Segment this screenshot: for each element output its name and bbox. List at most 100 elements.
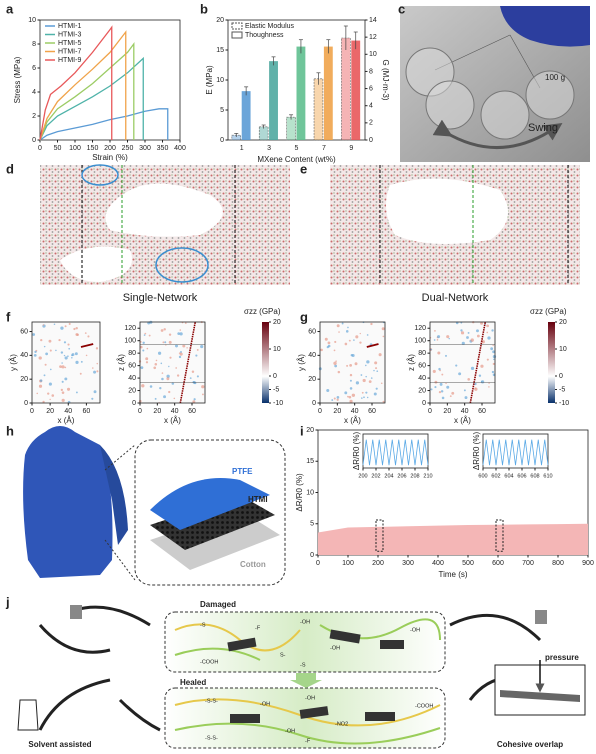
flake — [380, 640, 404, 649]
chemical-group: -OH — [410, 627, 420, 633]
stress-dot — [71, 356, 73, 359]
stress-dot — [48, 339, 52, 343]
zoom-frame — [134, 439, 286, 586]
legend-label: HTMI-7 — [58, 48, 81, 55]
colorbar-tick-label: 20 — [559, 319, 567, 326]
stress-dot — [464, 396, 468, 400]
y-tick-label: 2 — [32, 113, 36, 120]
y2-tick-label: 8 — [369, 68, 373, 75]
stress-dot — [449, 395, 452, 398]
stress-dot — [174, 344, 179, 348]
curve — [39, 42, 135, 141]
stress-dot — [355, 381, 360, 385]
stress-dot — [196, 348, 199, 351]
ball — [480, 90, 530, 140]
stress-dot — [93, 390, 97, 394]
flake — [230, 714, 260, 723]
x-tick-label: 5 — [295, 145, 299, 152]
stress-dot — [146, 347, 149, 350]
layer-label: HTMI — [248, 495, 268, 504]
map-bg — [32, 322, 100, 403]
stress-dot — [334, 364, 338, 368]
panel-label: c — [398, 1, 405, 16]
stress-dot — [476, 334, 480, 338]
void — [60, 246, 132, 282]
stress-dot — [354, 362, 358, 366]
x-tick-label: 200 — [104, 145, 116, 152]
stress-dot — [59, 365, 62, 368]
stress-dot — [492, 362, 495, 366]
inset-curve — [482, 439, 549, 466]
zoom-box — [375, 519, 384, 552]
x-tick-label: 610 — [543, 473, 552, 479]
x-tick-label: 40 — [171, 408, 179, 415]
stress-dot — [64, 366, 67, 369]
legend-swatch — [231, 31, 243, 39]
colorbar-tick-label: 10 — [273, 346, 281, 353]
curve — [39, 108, 169, 141]
stress-dot — [430, 348, 433, 351]
y2-tick-label: 0 — [369, 137, 373, 144]
stress-dot — [375, 387, 378, 390]
x-tick-label: 900 — [582, 560, 594, 567]
stress-dot — [43, 345, 46, 348]
panel-label: g — [300, 309, 308, 324]
stress-dot — [60, 351, 64, 354]
panel-label: a — [6, 1, 14, 16]
panel-label: i — [300, 423, 304, 438]
zoom-line — [104, 539, 136, 581]
stress-dot — [64, 356, 68, 360]
legend-label: HTMI-5 — [58, 40, 81, 47]
x-tick-label: 300 — [139, 145, 151, 152]
chemical-group: -COOH — [200, 659, 218, 665]
ptfe-layer — [150, 478, 270, 530]
stress-dot — [55, 349, 57, 352]
stress-dot — [75, 327, 78, 330]
stress-dot — [430, 388, 433, 391]
x-tick-label: 200 — [358, 473, 367, 479]
stress-dot — [381, 327, 385, 331]
stress-dot — [349, 399, 353, 403]
stress-dot — [439, 369, 441, 372]
bar — [313, 78, 324, 141]
x-tick-label: 600 — [492, 560, 504, 567]
stress-dot — [75, 360, 79, 365]
signal-band — [318, 523, 588, 555]
stress-dot — [96, 370, 99, 373]
stress-dot — [61, 380, 64, 383]
ball — [425, 80, 475, 130]
legend-label: Elastic Modulus — [245, 23, 295, 30]
y-tick-label: 20 — [128, 387, 136, 394]
x-axis-label: x (Å) — [58, 416, 75, 425]
x-tick-label: 60 — [188, 408, 196, 415]
colorbar-tick-label: 0 — [559, 373, 563, 380]
chain — [174, 698, 441, 727]
stress-dot — [460, 331, 465, 335]
stress-dot — [166, 377, 170, 381]
stress-dot — [349, 364, 353, 367]
stress-dot — [336, 398, 339, 401]
chain — [174, 722, 441, 745]
y-tick-label: 60 — [20, 328, 28, 335]
stress-dot — [432, 369, 436, 373]
x-axis-label: Strain (%) — [92, 153, 128, 162]
stress-dot — [436, 339, 439, 341]
stress-dot — [44, 363, 47, 366]
stress-dot — [365, 391, 368, 394]
x-tick-label: 500 — [462, 560, 474, 567]
y-axis-label: ΔR/R0 (%) — [295, 473, 304, 512]
y-tick-label: 40 — [418, 375, 426, 382]
legend-label: HTMI-3 — [58, 31, 81, 38]
chain — [174, 647, 261, 661]
chemical-group: -F — [305, 738, 311, 744]
stress-dot — [363, 396, 365, 399]
x-tick-label: 100 — [69, 145, 81, 152]
y-axis-label: ΔR/R0 (%) — [472, 432, 481, 471]
map-bg — [430, 322, 495, 403]
stress-dot — [438, 390, 442, 394]
stress-dot — [84, 332, 87, 334]
stress-dot — [178, 355, 182, 359]
y-tick-label: 40 — [20, 352, 28, 359]
stress-dot — [179, 329, 182, 331]
x-tick-label: 40 — [351, 408, 359, 415]
